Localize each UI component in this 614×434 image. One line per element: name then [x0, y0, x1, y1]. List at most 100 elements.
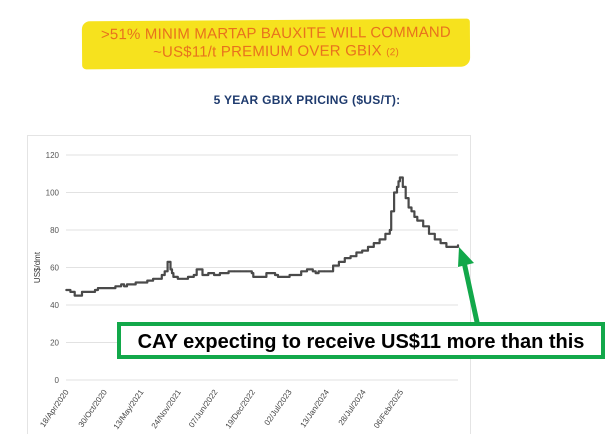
data-point-67	[338, 260, 340, 263]
y-tick-label-80: 80	[50, 226, 59, 235]
data-point-36	[204, 274, 207, 276]
data-point-23	[163, 270, 166, 273]
data-point-29	[176, 277, 179, 280]
data-point-73	[372, 242, 375, 245]
data-point-1	[69, 290, 72, 293]
x-tick-label-7: 13/Jan/2024	[298, 388, 331, 430]
data-point-9	[102, 287, 105, 290]
data-point-47	[250, 272, 253, 275]
data-point-75	[384, 232, 387, 235]
data-point-14	[123, 285, 125, 288]
data-point-93	[451, 245, 454, 248]
data-point-7	[94, 289, 96, 291]
data-point-49	[253, 275, 256, 278]
data-point-86	[413, 215, 416, 218]
data-point-83	[404, 197, 407, 200]
data-point-38	[210, 272, 213, 275]
data-point-74	[378, 238, 381, 241]
data-point-31	[187, 275, 189, 278]
data-point-28	[173, 275, 176, 278]
headline-highlight: >51% MINIM MARTAP BAUXITE WILL COMMAND ~…	[81, 18, 471, 70]
data-point-42	[221, 272, 224, 275]
data-point-57	[288, 274, 291, 276]
data-point-63	[317, 270, 320, 273]
x-tick-label-5: 19/Dec/2022	[224, 388, 258, 431]
x-tick-label-0: 18/Apr/2020	[38, 388, 71, 429]
y-tick-label-0: 0	[55, 376, 60, 385]
callout-box: CAY expecting to receive US$11 more than…	[117, 322, 605, 359]
data-point-46	[245, 270, 247, 273]
series-line-gbix	[66, 176, 460, 297]
data-point-40	[216, 274, 218, 276]
data-point-44	[233, 270, 236, 273]
data-point-94	[457, 244, 459, 246]
data-point-60	[306, 268, 308, 271]
data-point-32	[192, 274, 195, 276]
data-point-21	[158, 277, 160, 280]
y-axis-label: US$/dmt	[33, 251, 42, 283]
x-tick-label-6: 02/Jul/2023	[263, 388, 294, 427]
gbix-line-chart: 0 20 40 60 80 100 120 US$/dmt 18/Apr/2020 30/Oct/…	[33, 151, 460, 431]
data-point-91	[439, 242, 442, 245]
headline-line-1: >51% MINIM MARTAP BAUXITE WILL COMMAND	[100, 23, 451, 44]
data-point-4	[81, 290, 83, 293]
data-point-53	[274, 274, 276, 276]
data-point-12	[117, 285, 120, 288]
data-point-59	[300, 270, 303, 273]
data-point-33	[195, 268, 198, 271]
data-point-25	[169, 268, 172, 271]
data-point-71	[361, 249, 364, 252]
data-point-34	[198, 268, 201, 271]
data-point-79	[396, 185, 398, 188]
data-point-18	[140, 281, 143, 284]
headline-line-2-text: ~US$11/t PREMIUM OVER GBIX	[153, 42, 382, 61]
data-point-82	[401, 185, 404, 188]
headline-line-2: ~US$11/t PREMIUM OVER GBIX (2)	[82, 42, 470, 62]
data-point-54	[277, 275, 279, 278]
data-point-8	[97, 287, 99, 290]
data-point-10	[108, 287, 111, 290]
data-point-2	[73, 294, 76, 297]
data-point-15	[126, 283, 128, 286]
data-point-89	[428, 232, 430, 235]
data-point-52	[271, 272, 274, 275]
data-point-24	[166, 260, 169, 263]
data-point-61	[311, 270, 314, 273]
data-point-56	[282, 275, 285, 278]
x-tick-label-1: 30/Oct/2020	[77, 388, 110, 429]
y-tick-label-40: 40	[50, 301, 59, 310]
data-point-5	[85, 290, 88, 293]
data-point-84	[407, 206, 410, 209]
data-point-22	[160, 274, 163, 276]
data-point-76	[388, 229, 391, 231]
data-point-30	[181, 277, 184, 280]
y-tick-label-120: 120	[46, 151, 60, 160]
headline-footnote: (2)	[386, 47, 400, 59]
data-point-62	[314, 272, 317, 275]
data-point-69	[349, 255, 352, 258]
data-point-48	[252, 275, 255, 278]
data-point-17	[134, 281, 137, 284]
data-point-68	[343, 257, 346, 260]
data-point-58	[294, 274, 297, 276]
data-point-39	[213, 274, 215, 276]
data-point-27	[172, 275, 175, 278]
data-point-81	[399, 176, 401, 179]
callout-text: CAY expecting to receive US$11 more than…	[137, 331, 585, 353]
data-point-50	[259, 275, 262, 278]
data-point-78	[393, 191, 396, 194]
data-point-16	[128, 283, 131, 286]
data-point-43	[227, 270, 230, 273]
data-point-0	[65, 289, 67, 291]
data-point-77	[390, 210, 393, 213]
data-point-85	[410, 210, 413, 213]
chart-subtitle: 5 YEAR GBIX PRICING ($US/T):	[213, 93, 401, 107]
data-point-55	[279, 275, 282, 278]
chart-panel: 0 20 40 60 80 100 120 US$/dmt 18/Apr/2020 30/Oct/…	[28, 136, 470, 434]
data-point-37	[207, 272, 210, 275]
y-tick-label-20: 20	[50, 339, 59, 348]
data-point-3	[76, 294, 79, 297]
data-point-11	[114, 285, 117, 288]
data-point-65	[329, 270, 332, 273]
data-point-70	[355, 251, 358, 254]
